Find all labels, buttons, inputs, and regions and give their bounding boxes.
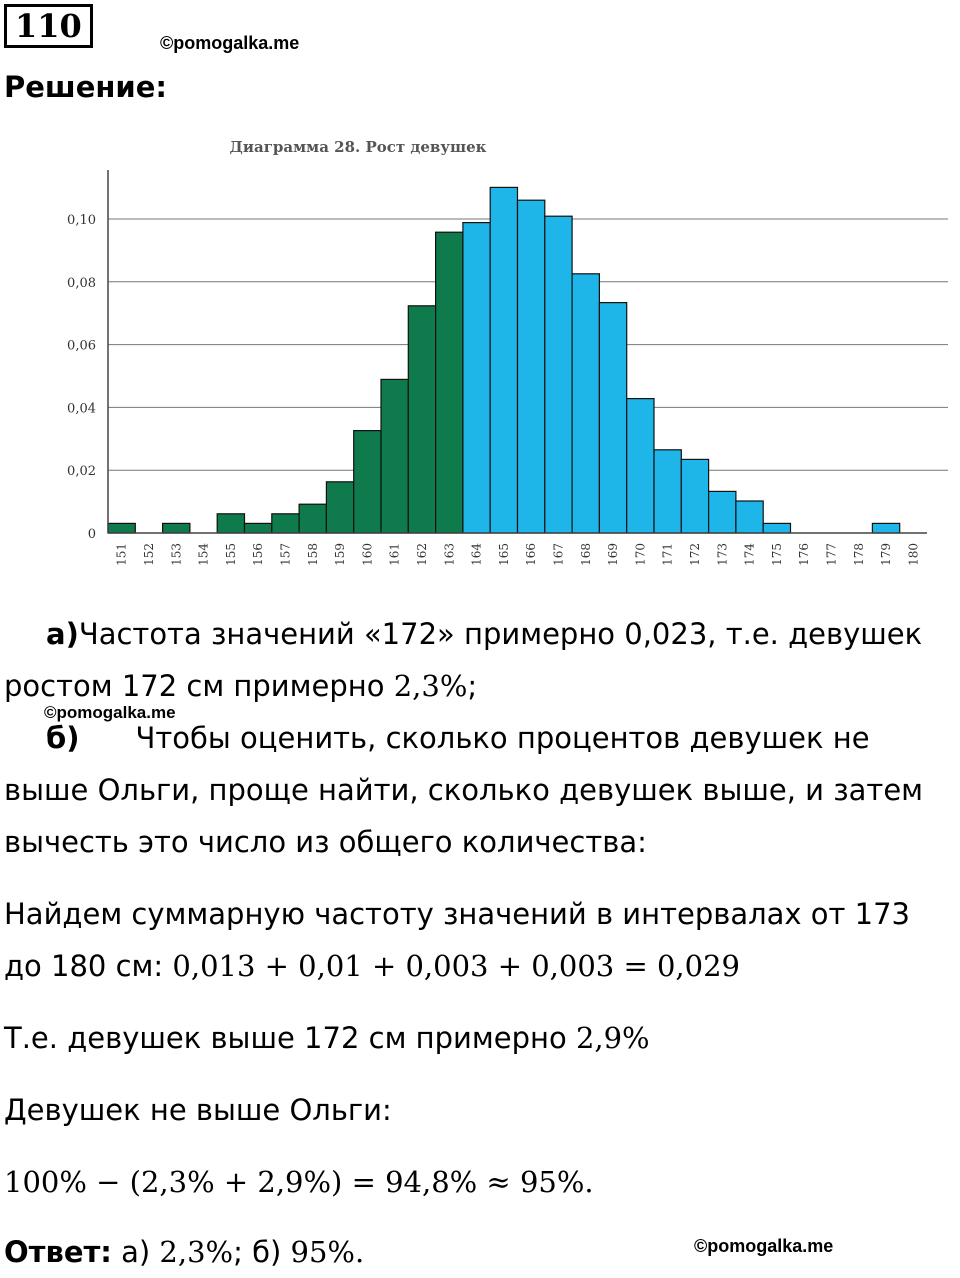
bar-151 — [107, 522, 136, 534]
part-a-line1: а)Частота значений «172» примерно 0,023,… — [4, 608, 956, 660]
bar-157 — [271, 513, 300, 534]
x-tick-label: 169 — [606, 543, 620, 566]
not-taller-line: Девушек не выше Ольги: — [4, 1093, 392, 1127]
x-tick-label: 176 — [797, 543, 811, 566]
part-b-text1: Чтобы оценить, сколько процентов девушек… — [135, 721, 870, 755]
bar-167 — [544, 215, 573, 534]
above-172-math: 2,9% — [575, 1021, 650, 1055]
part-b-line3: вычесть это число из общего количества: — [4, 825, 647, 859]
bar-173 — [707, 490, 737, 534]
above-172-text: Т.е. девушек выше 172 см примерно — [4, 1021, 576, 1055]
y-tick-label: 0,04 — [67, 401, 96, 416]
x-tick-label: 155 — [224, 543, 238, 566]
x-tick-label: 154 — [197, 543, 211, 566]
watermark-top: ©pomogalka.me — [160, 33, 300, 53]
part-a-line2-end: ; — [467, 669, 478, 703]
x-tick-label: 174 — [743, 543, 757, 566]
x-tick-label: 161 — [388, 543, 402, 566]
bar-179 — [871, 522, 901, 534]
watermark-bottom: ©pomogalka.me — [694, 1236, 834, 1256]
bar-170 — [626, 398, 655, 534]
x-tick-label: 170 — [633, 543, 647, 566]
part-b-line2: выше Ольги, проще найти, сколько девушек… — [4, 773, 924, 807]
above-172-line: Т.е. девушек выше 172 см примерно 2,9% — [4, 1012, 956, 1064]
x-tick-label: 173 — [715, 543, 729, 566]
x-tick-label: 162 — [415, 543, 429, 566]
x-tick-label: 165 — [497, 543, 511, 566]
bar-160 — [353, 430, 382, 534]
sum-paragraph-line2: до 180 см: 0,013 + 0,01 + 0,003 + 0,003 … — [4, 940, 956, 992]
bar-168 — [571, 273, 600, 534]
bar-161 — [380, 378, 409, 534]
x-tick-label: 177 — [824, 543, 838, 566]
part-a-line2: ростом 172 см примерно 2,3%; — [4, 660, 956, 712]
bar-158 — [298, 503, 328, 534]
bar-175 — [762, 522, 792, 534]
bar-153 — [161, 522, 191, 534]
bar-164 — [462, 221, 491, 534]
bar-174 — [735, 500, 764, 534]
part-a-line2-math: 2,3% — [393, 669, 468, 703]
y-tick-label: 0 — [88, 527, 96, 542]
answer-a-value: 2,3% — [159, 1235, 234, 1269]
x-tick-label: 178 — [852, 543, 866, 566]
x-tick-label: 152 — [142, 543, 156, 566]
part-a-text: Частота значений «172» примерно 0,023, т… — [78, 617, 923, 651]
answer-b-label: ; б) — [233, 1235, 291, 1269]
part-a-line2-text: ростом 172 см примерно — [4, 669, 394, 703]
answer-label: Ответ: — [4, 1235, 112, 1269]
part-b-label: б) — [46, 721, 80, 755]
x-tick-label: 171 — [661, 543, 675, 566]
chart-title: Диаграмма 28. Рост девушек — [230, 138, 487, 156]
bar-159 — [325, 481, 355, 534]
sum-text: до 180 см: — [4, 949, 173, 983]
bar-171 — [653, 449, 682, 534]
y-tick-label: 0,06 — [67, 339, 96, 354]
x-tick-label: 172 — [688, 543, 702, 566]
chart-bars — [107, 186, 901, 534]
x-tick-label: 163 — [442, 543, 456, 566]
x-tick-label: 180 — [906, 543, 920, 566]
x-tick-label: 158 — [306, 543, 320, 566]
x-tick-label: 157 — [278, 543, 292, 566]
y-tick-label: 0,10 — [67, 213, 96, 228]
part-a-label: а) — [46, 617, 79, 651]
bar-165 — [489, 186, 519, 534]
bar-169 — [598, 302, 628, 534]
sum-formula: 0,013 + 0,01 + 0,003 + 0,003 = 0,029 — [172, 949, 741, 983]
bar-156 — [243, 522, 273, 534]
final-formula: 100% − (2,3% + 2,9%) = 94,8% ≈ 95%. — [4, 1165, 594, 1199]
bar-166 — [516, 199, 546, 534]
x-tick-label: 151 — [115, 543, 129, 566]
bar-172 — [680, 458, 710, 534]
x-tick-label: 159 — [333, 543, 347, 566]
x-tick-label: 164 — [470, 543, 484, 566]
bar-162 — [407, 305, 437, 534]
problem-number: 110 — [4, 4, 93, 48]
x-tick-label: 179 — [879, 543, 893, 566]
x-tick-label: 166 — [524, 543, 538, 566]
x-tick-label: 160 — [360, 543, 374, 566]
y-tick-label: 0,08 — [67, 276, 96, 291]
x-tick-label: 156 — [251, 543, 265, 566]
x-tick-label: 153 — [169, 543, 183, 566]
sum-paragraph-line1: Найдем суммарную частоту значений в инте… — [4, 897, 910, 931]
watermark-middle: ©pomogalka.me — [44, 703, 176, 722]
bar-163 — [435, 231, 464, 534]
solution-heading: Решение: — [4, 70, 168, 104]
answer-a-label: а) — [111, 1235, 160, 1269]
part-b-line1: б) Чтобы оценить, сколько процентов девуш… — [4, 712, 956, 764]
x-tick-label: 168 — [579, 543, 593, 566]
y-tick-label: 0,02 — [67, 464, 96, 479]
x-tick-label: 167 — [551, 543, 565, 566]
answer-b-value: 95%. — [290, 1235, 365, 1269]
bar-155 — [216, 513, 246, 534]
height-histogram: Диаграмма 28. Рост девушек 0 0,02 0,04 0,06… — [67, 138, 948, 566]
x-axis-labels: 151 152 153 154 155 156 157 158 159 160 161 162 163 1… — [115, 543, 921, 566]
answer-line: Ответ: а) 2,3%; б) 95%. — [4, 1226, 956, 1278]
x-tick-label: 175 — [770, 543, 784, 566]
y-axis-labels: 0 0,02 0,04 0,06 0,08 0,10 — [67, 213, 96, 542]
